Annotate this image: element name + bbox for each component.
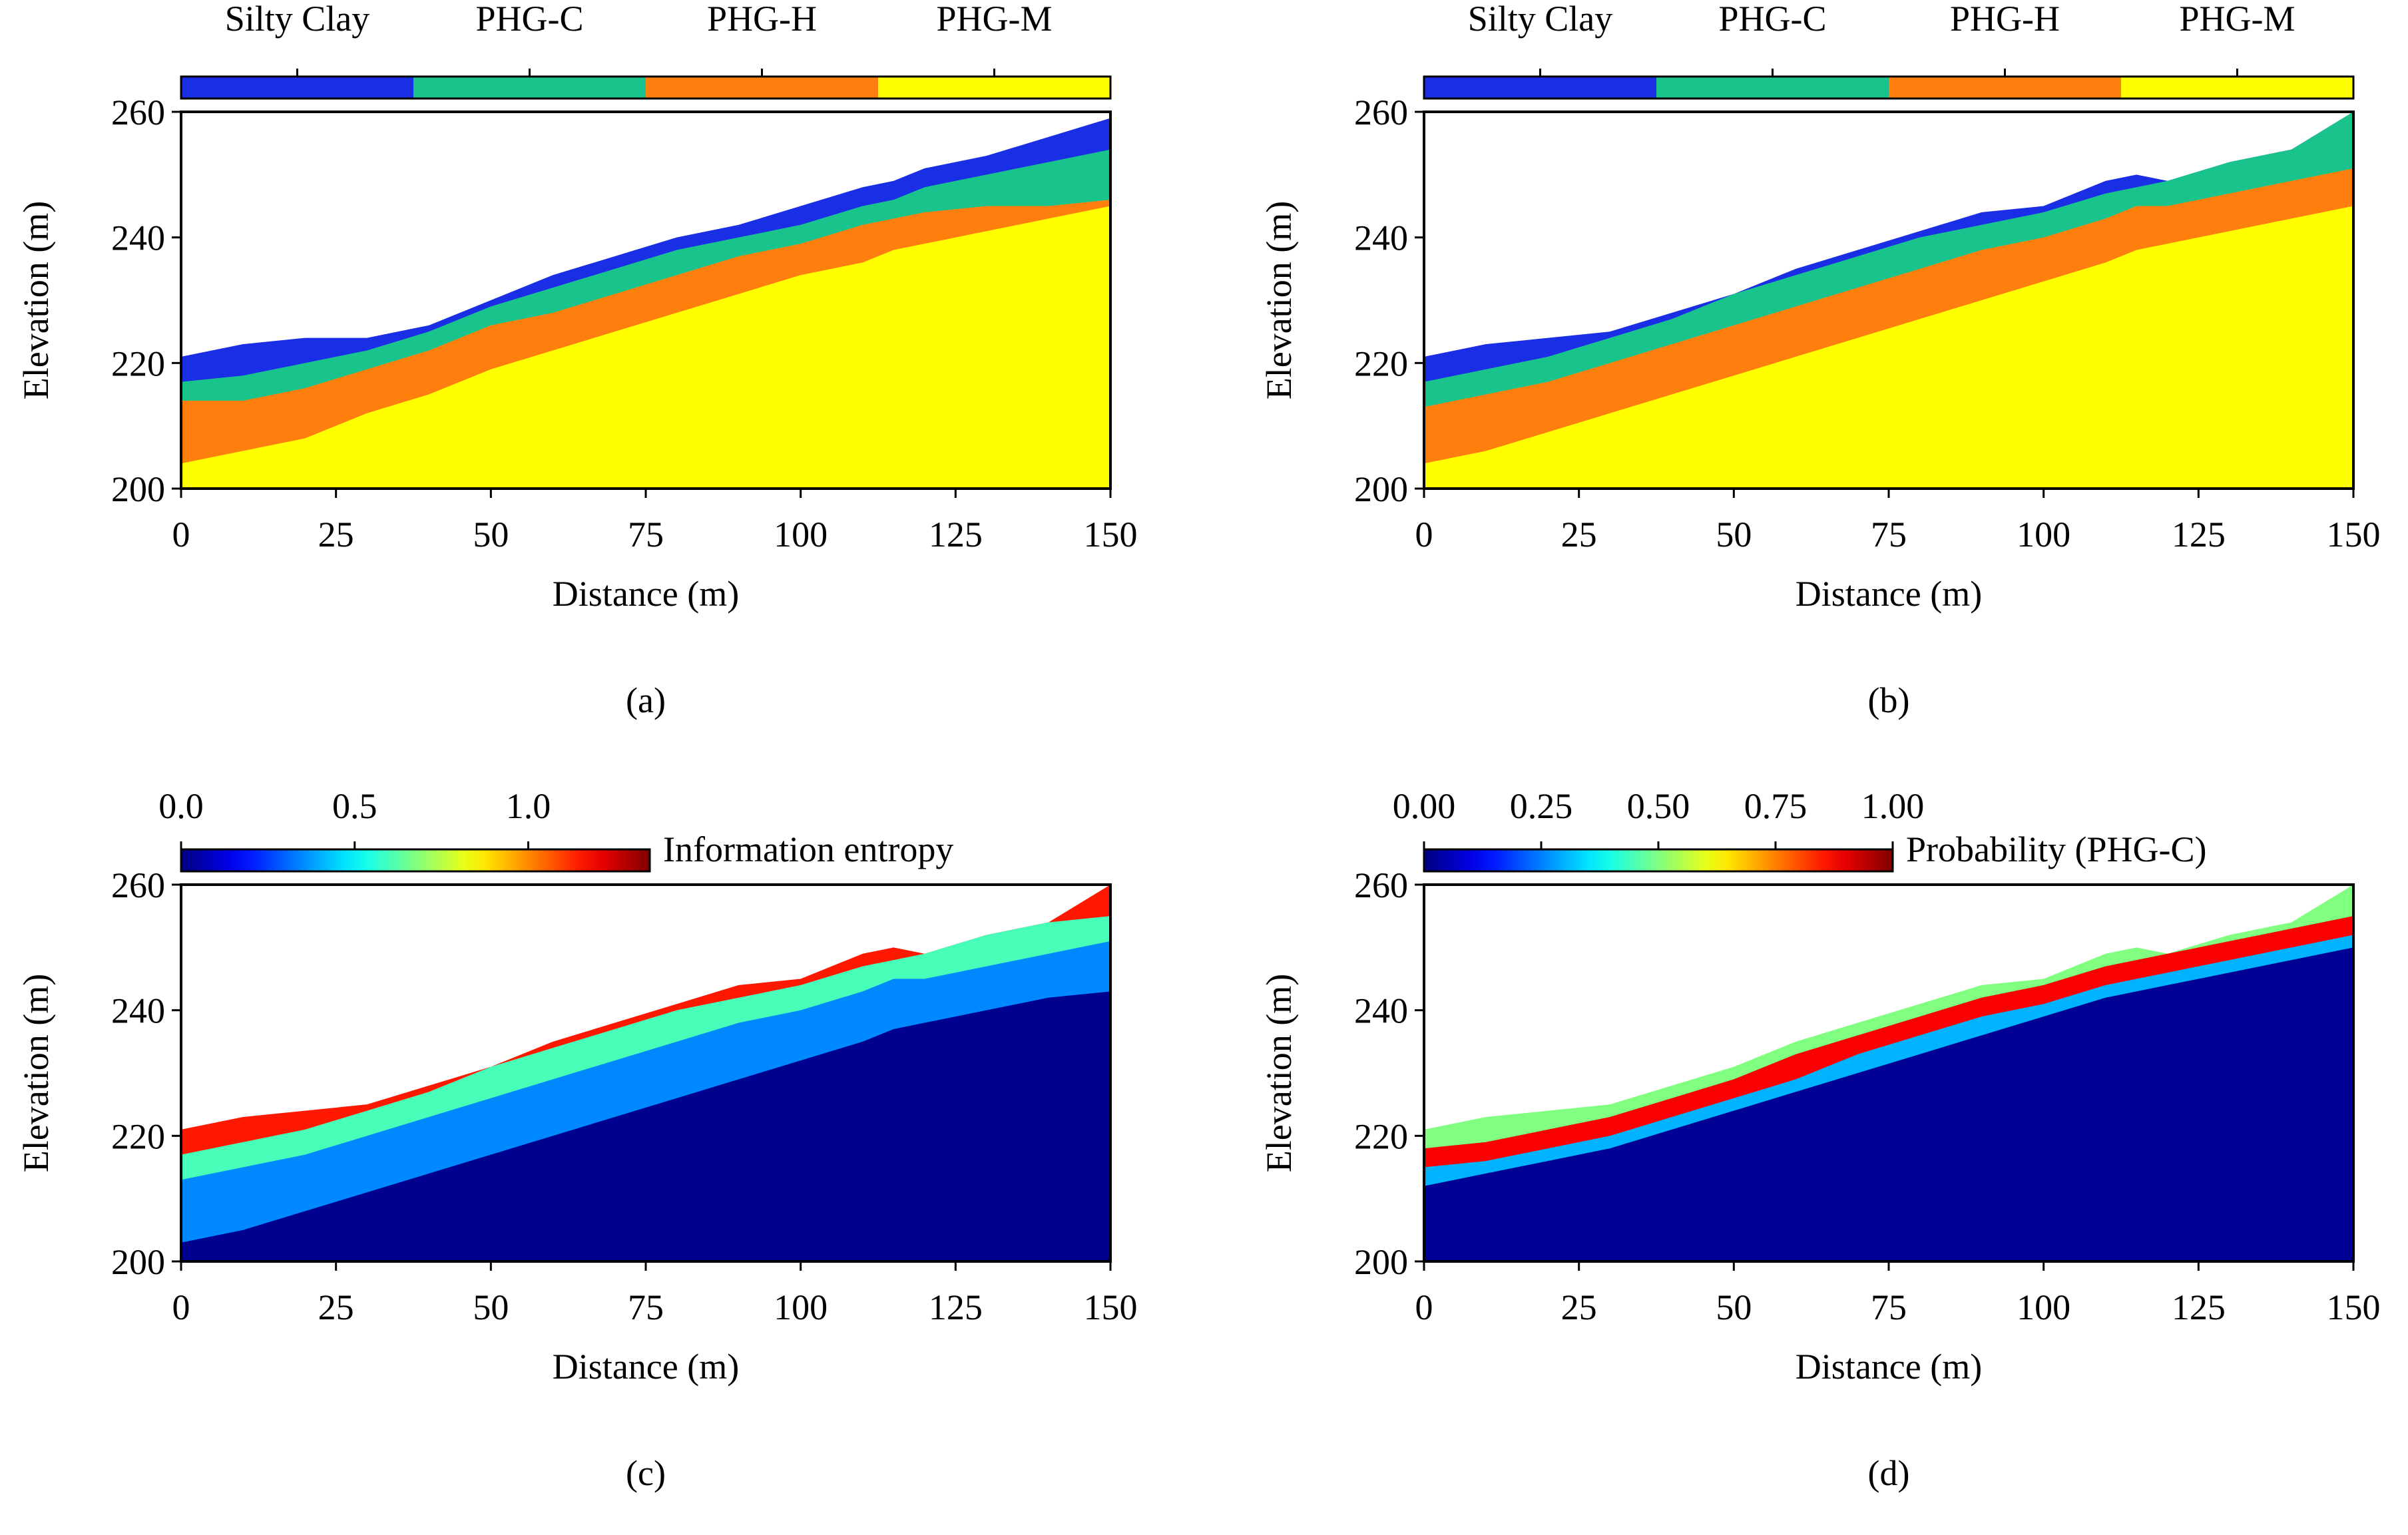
panel-label: (a) (626, 680, 666, 720)
plot-area (1424, 112, 2353, 489)
y-tick-label: 200 (111, 469, 165, 509)
y-tick-label: 260 (1354, 865, 1408, 905)
layer (1424, 206, 2353, 489)
field-band (181, 991, 1110, 1261)
x-tick-label: 25 (1561, 515, 1597, 554)
x-tick-label: 75 (1871, 1287, 1907, 1327)
legend-swatch (878, 77, 1110, 99)
x-tick-label: 100 (774, 515, 828, 554)
colorbar-tick-label: 1.0 (506, 786, 551, 826)
colorbar-tick-label: 1.00 (1861, 786, 1925, 826)
panel-label: (c) (626, 1453, 666, 1493)
y-tick-label: 240 (1354, 991, 1408, 1031)
colorbar-frame (1423, 75, 2355, 100)
colorbar-tick-label: 0.0 (158, 786, 204, 826)
plot-area (181, 118, 1110, 489)
x-tick-label: 150 (1084, 515, 1138, 554)
legend-swatch (413, 77, 646, 99)
x-tick-label: 125 (2172, 1287, 2226, 1327)
colorbar (180, 848, 651, 873)
x-tick-label: 50 (1716, 515, 1752, 554)
legend-label: PHG-M (936, 0, 1052, 39)
legend-swatch (2121, 77, 2353, 99)
plot-area (181, 885, 1110, 1261)
x-tick-label: 0 (172, 1287, 190, 1327)
y-tick-label: 200 (1354, 469, 1408, 509)
legend-label: PHG-H (1950, 0, 2060, 39)
y-tick-label: 220 (111, 343, 165, 383)
y-tick-label: 240 (111, 991, 165, 1031)
x-tick-label: 50 (473, 1287, 509, 1327)
colorbar-tick-label: 0.75 (1744, 786, 1807, 826)
colorbar-label: Information entropy (663, 829, 953, 869)
x-tick-label: 25 (318, 515, 354, 554)
y-tick-label: 240 (111, 218, 165, 258)
x-tick-label: 50 (473, 515, 509, 554)
x-tick-label: 25 (1561, 1287, 1597, 1327)
x-tick-label: 150 (1084, 1287, 1138, 1327)
x-tick-label: 75 (1871, 515, 1907, 554)
field-band (1424, 947, 2353, 1261)
x-tick-label: 100 (2017, 1287, 2070, 1327)
x-tick-label: 50 (1716, 1287, 1752, 1327)
y-tick-label: 240 (1354, 218, 1408, 258)
colorbar-label: Probability (PHG-C) (1906, 829, 2207, 869)
y-tick-label: 220 (1354, 1116, 1408, 1156)
panel-label: (d) (1868, 1453, 1910, 1493)
panel-label: (b) (1868, 680, 1910, 720)
x-tick-label: 75 (628, 515, 664, 554)
legend-label: PHG-C (1718, 0, 1826, 39)
legend-label: PHG-C (475, 0, 583, 39)
legend-swatch (1889, 77, 2121, 99)
legend-swatch (1424, 77, 1656, 99)
y-tick-label: 260 (1354, 93, 1408, 132)
y-axis-label: Elevation (m) (1259, 201, 1299, 399)
legend-label: Silty Clay (1468, 0, 1613, 39)
legend-label: PHG-H (707, 0, 817, 39)
x-tick-label: 75 (628, 1287, 664, 1327)
x-tick-label: 0 (1415, 1287, 1433, 1327)
y-tick-label: 200 (111, 1242, 165, 1282)
colorbar (1423, 848, 1894, 873)
legend-swatch (1656, 77, 1889, 99)
colorbar-frame (180, 75, 1112, 100)
y-tick-label: 260 (111, 865, 165, 905)
legend-label: PHG-M (2179, 0, 2295, 39)
x-tick-label: 150 (2327, 1287, 2381, 1327)
x-tick-label: 125 (929, 1287, 983, 1327)
x-tick-label: 125 (2172, 515, 2226, 554)
y-tick-label: 260 (111, 93, 165, 132)
x-tick-label: 25 (318, 1287, 354, 1327)
y-tick-label: 200 (1354, 1242, 1408, 1282)
legend-label: Silty Clay (225, 0, 370, 39)
colorbar-tick-label: 0.50 (1627, 786, 1690, 826)
colorbar-tick-label: 0.5 (332, 786, 377, 826)
x-tick-label: 100 (2017, 515, 2070, 554)
colorbar-tick-label: 0.25 (1510, 786, 1573, 826)
x-axis-label: Distance (m) (1796, 1347, 1982, 1387)
layer (181, 206, 1110, 489)
x-axis-label: Distance (m) (553, 1347, 739, 1387)
x-axis-label: Distance (m) (1796, 574, 1982, 614)
y-tick-label: 220 (1354, 343, 1408, 383)
y-axis-label: Elevation (m) (16, 201, 56, 399)
x-tick-label: 100 (774, 1287, 828, 1327)
x-tick-label: 0 (172, 515, 190, 554)
plot-area (1424, 885, 2353, 1261)
x-axis-label: Distance (m) (553, 574, 739, 614)
legend-swatch (646, 77, 878, 99)
x-tick-label: 0 (1415, 515, 1433, 554)
x-tick-label: 125 (929, 515, 983, 554)
colorbar-tick-label: 0.00 (1393, 786, 1456, 826)
legend-swatch (181, 77, 413, 99)
x-tick-label: 150 (2327, 515, 2381, 554)
y-axis-label: Elevation (m) (1259, 974, 1299, 1172)
y-axis-label: Elevation (m) (16, 974, 56, 1172)
y-tick-label: 220 (111, 1116, 165, 1156)
